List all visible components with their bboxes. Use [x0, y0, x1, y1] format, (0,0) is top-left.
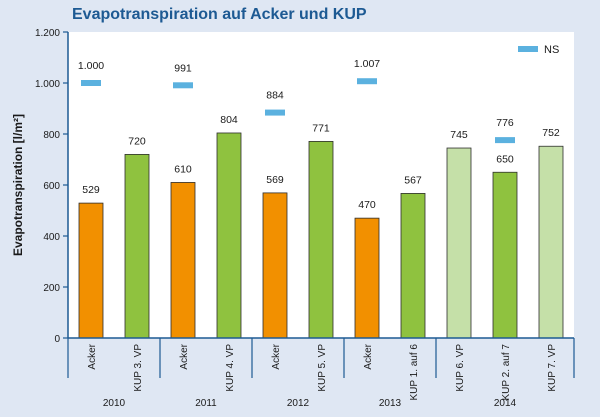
bar-value-label: 567 [404, 174, 422, 186]
category-label: Acker [363, 343, 374, 369]
bar [308, 140, 334, 339]
bar-value-label: 569 [266, 174, 284, 186]
bar-value-label: 804 [220, 114, 238, 126]
category-label: Acker [87, 343, 98, 369]
y-tick-label: 1.200 [35, 28, 60, 39]
category-label: Acker [179, 343, 190, 369]
category-label: KUP 6. VP [455, 344, 466, 392]
ns-value-label: 1.000 [78, 60, 104, 72]
year-label: 2012 [287, 398, 310, 409]
bar [262, 192, 288, 339]
bar-value-label: 720 [128, 135, 146, 147]
y-tick-label: 800 [43, 130, 60, 141]
year-label: 2011 [195, 398, 217, 409]
bar-value-label: 745 [450, 129, 468, 141]
ns-value-label: 991 [174, 62, 192, 74]
y-tick-label: 600 [43, 181, 60, 192]
bar-value-label: 771 [312, 122, 330, 134]
y-tick-label: 200 [43, 283, 60, 294]
bar-value-label: 529 [82, 184, 100, 196]
category-label: KUP 1. auf 6 [409, 344, 420, 401]
category-label: KUP 4. VP [225, 344, 236, 392]
bar-value-label: 650 [496, 153, 514, 165]
bar [124, 153, 150, 339]
y-tick-label: 0 [54, 334, 60, 345]
ns-value-label: 776 [496, 117, 514, 129]
category-label: KUP 5. VP [317, 344, 328, 392]
bar [78, 202, 104, 339]
year-label: 2010 [103, 398, 126, 409]
ns-marker [81, 80, 101, 86]
legend-swatch-ns [518, 46, 538, 52]
bar [170, 182, 196, 339]
ns-value-label: 884 [266, 90, 284, 102]
year-label: 2014 [494, 398, 517, 409]
ns-marker [357, 78, 377, 85]
y-tick-label: 1.000 [35, 79, 60, 90]
y-axis-label: Evapotranspiration [l/m²] [11, 114, 25, 256]
bar [492, 171, 518, 339]
y-tick-label: 400 [43, 232, 60, 243]
category-label: Acker [271, 343, 282, 369]
bar-value-label: 470 [358, 199, 376, 211]
bar [538, 145, 564, 339]
bar [400, 193, 426, 339]
bar-value-label: 610 [174, 163, 192, 175]
category-label: KUP 2. auf 7 [501, 344, 512, 401]
legend-label-ns: NS [544, 44, 559, 56]
ns-value-label: 1.007 [354, 58, 380, 70]
category-label: KUP 3. VP [133, 344, 144, 392]
bar [354, 217, 380, 339]
ns-marker [173, 82, 193, 89]
ns-marker [495, 137, 515, 144]
year-label: 2013 [379, 398, 402, 409]
bar-value-label: 752 [542, 127, 560, 139]
ns-marker [265, 109, 285, 116]
category-label: KUP 7. VP [547, 344, 558, 392]
bar [446, 147, 472, 339]
bar [216, 132, 242, 339]
chart-title: Evapotranspiration auf Acker und KUP [72, 6, 367, 23]
